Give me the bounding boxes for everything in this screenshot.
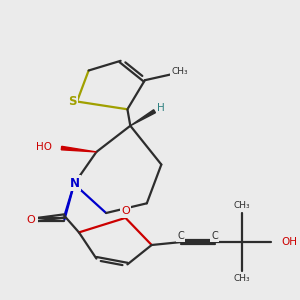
Text: O: O	[28, 215, 36, 225]
Text: C: C	[211, 231, 218, 241]
Text: OH: OH	[281, 237, 297, 247]
Polygon shape	[130, 110, 155, 126]
Text: CH₃: CH₃	[172, 67, 188, 76]
Text: S: S	[68, 95, 76, 108]
Text: O: O	[121, 206, 130, 217]
Text: CH₃: CH₃	[233, 274, 250, 283]
Text: H: H	[157, 103, 165, 113]
Text: N: N	[70, 177, 80, 190]
Text: C: C	[177, 231, 184, 241]
Text: HO: HO	[36, 142, 52, 152]
Text: O: O	[27, 215, 35, 225]
Text: CH₃: CH₃	[233, 201, 250, 210]
Polygon shape	[61, 146, 96, 152]
